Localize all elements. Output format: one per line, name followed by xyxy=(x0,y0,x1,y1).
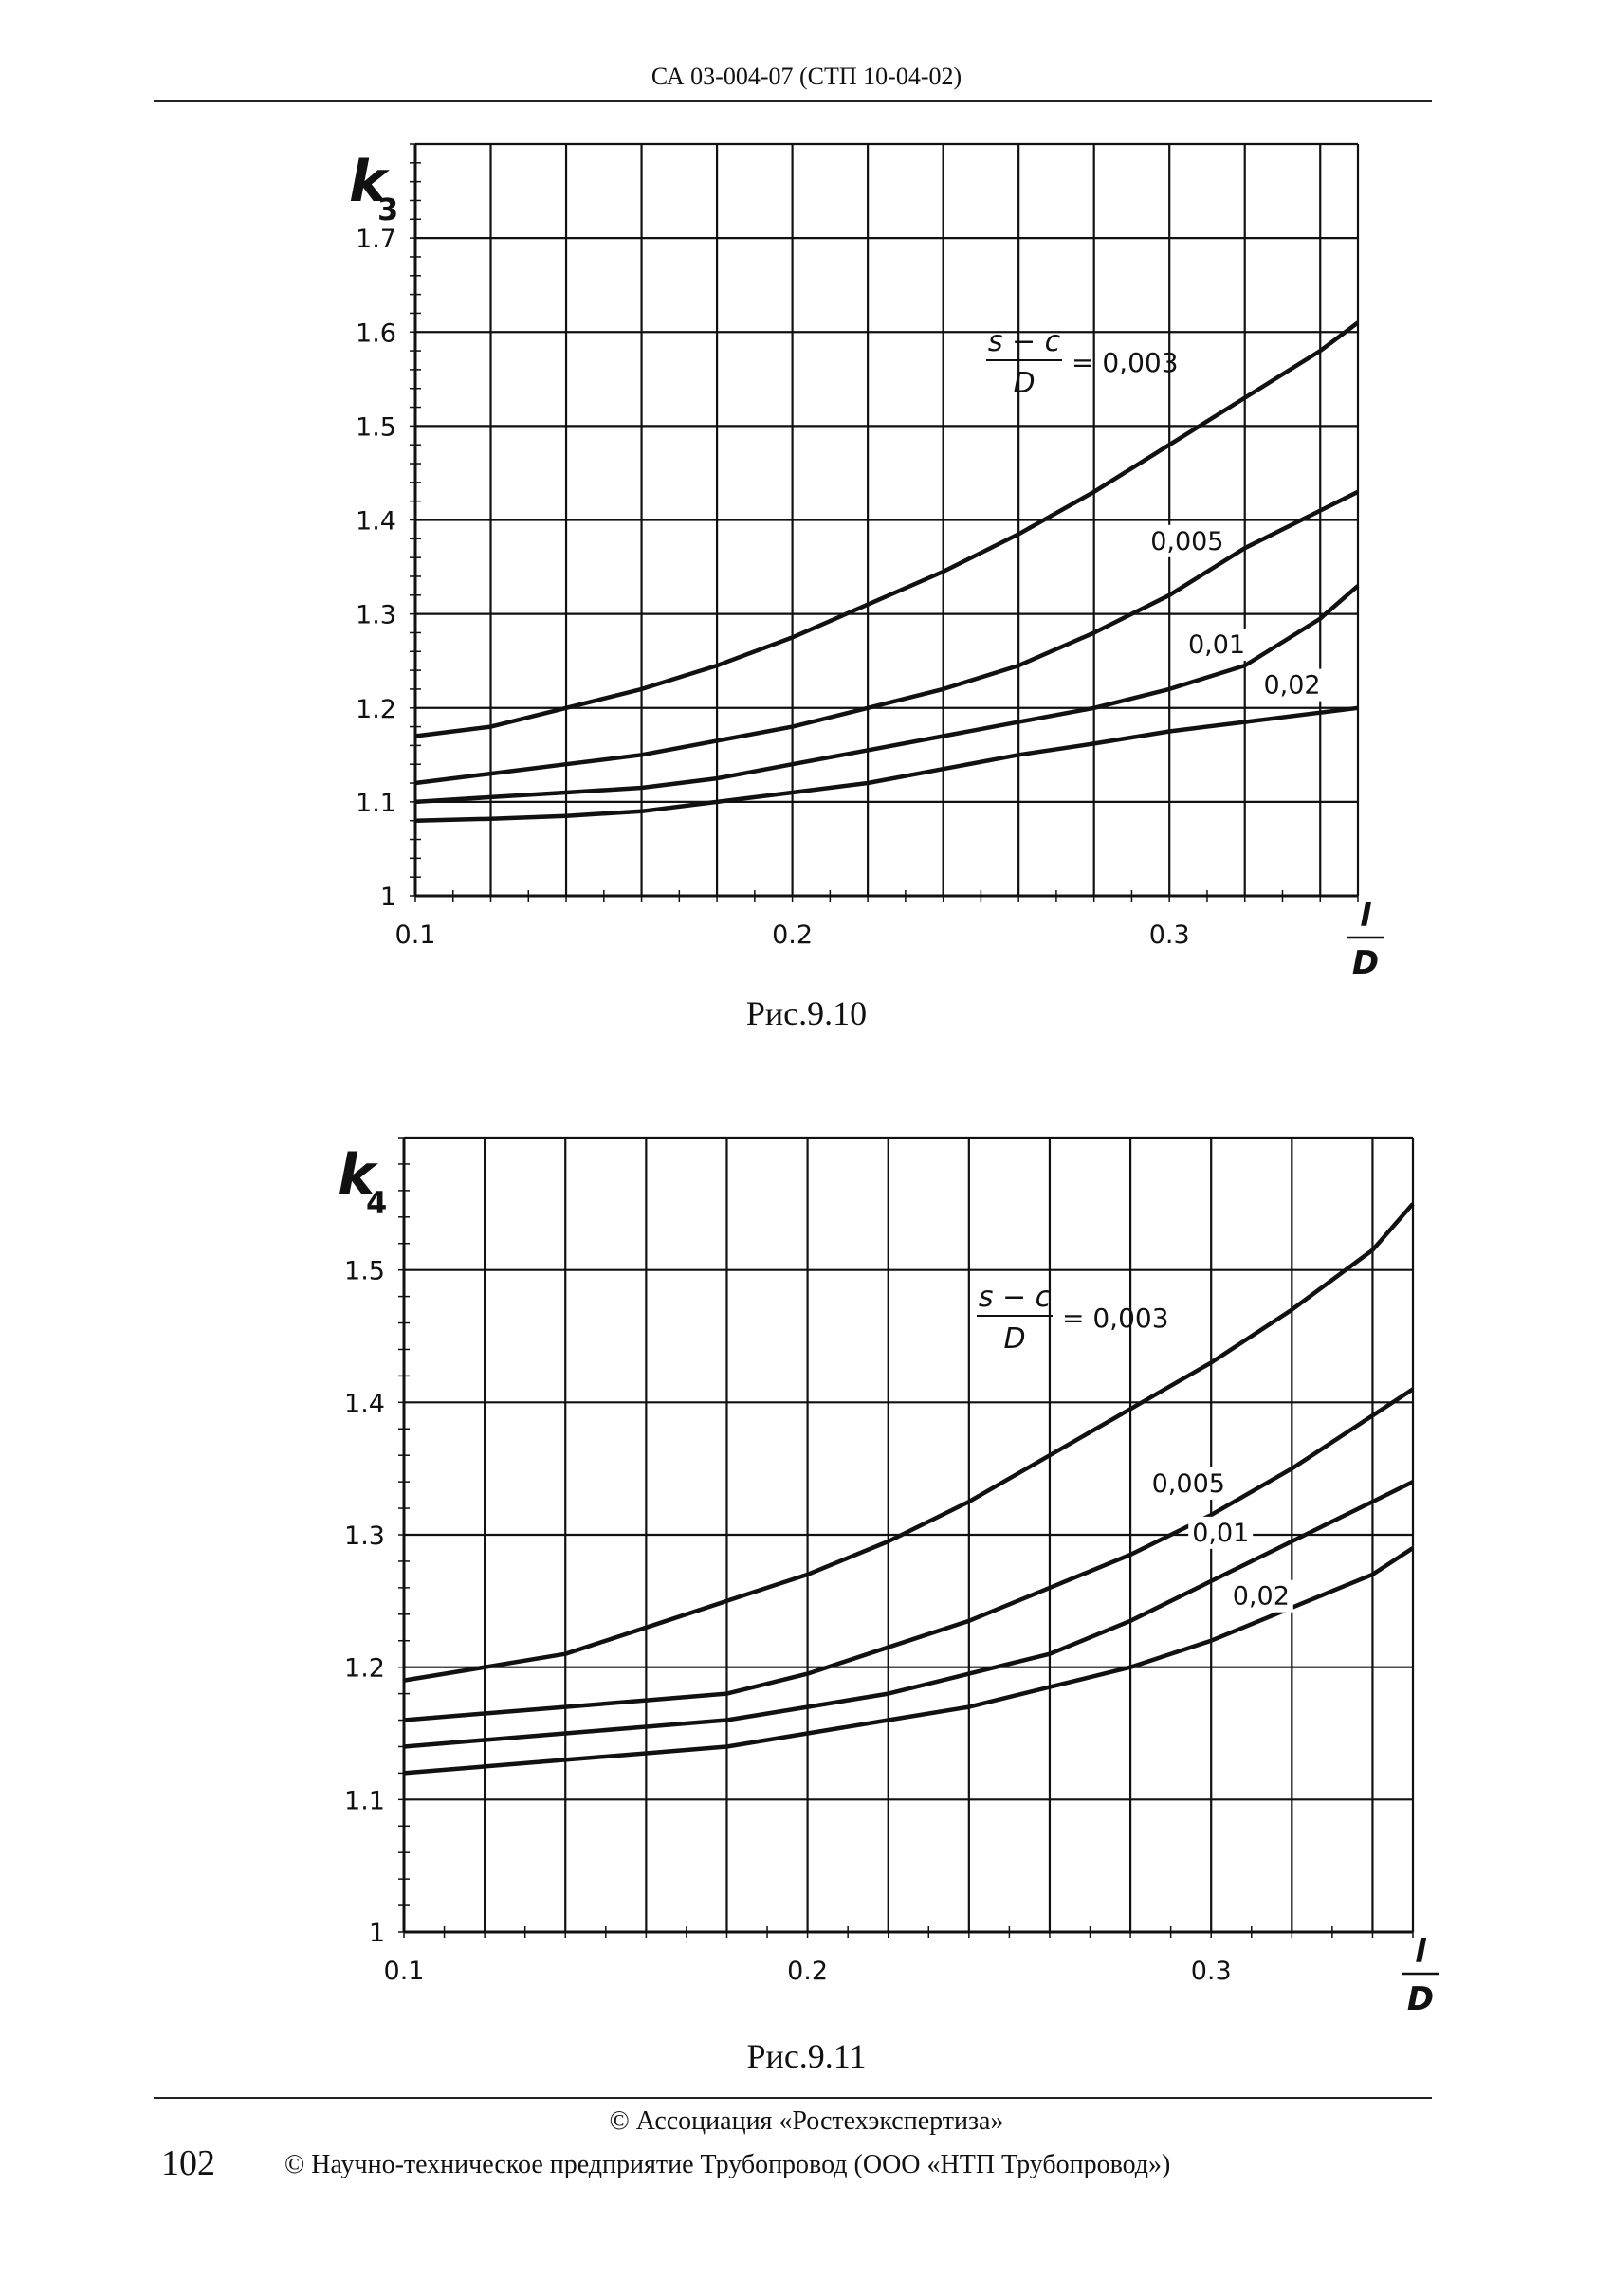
series-label-0-01: 0,01 xyxy=(1188,630,1245,660)
series-label-bg xyxy=(1146,524,1212,557)
x-axis-label-numerator: l xyxy=(1360,897,1372,935)
series-label-bg xyxy=(1228,1579,1293,1613)
series-label-0-02: 0,02 xyxy=(1263,671,1320,701)
series-label-0-003: = 0,003 xyxy=(1062,1303,1169,1334)
footer-rule xyxy=(154,2097,1432,2099)
param-numerator: s − c xyxy=(979,1281,1052,1314)
series-label-0-01: 0,01 xyxy=(1192,1519,1249,1548)
chart-caption-9-10: Рис.9.10 xyxy=(745,994,868,1032)
x-tick-label: 0.3 xyxy=(1191,1957,1232,1986)
x-tick-label: 0.1 xyxy=(395,920,436,950)
y-axis-label: k xyxy=(338,1142,378,1209)
y-tick-label: 1 xyxy=(369,1919,385,1948)
series-line-0-005 xyxy=(414,489,1360,786)
y-axis-label-subscript: 3 xyxy=(377,191,398,228)
series-line-0-01 xyxy=(403,1480,1414,1749)
y-axis-label: k xyxy=(349,149,390,215)
x-tick-label: 0.3 xyxy=(1149,920,1190,950)
x-axis-label-numerator: l xyxy=(1415,1933,1427,1971)
y-tick-label: 1.1 xyxy=(344,1786,385,1815)
footer-association: © Ассоциация «Ростехэкспертиза» xyxy=(609,2106,1004,2136)
y-axis-label-subscript: 4 xyxy=(366,1185,387,1221)
series-label-0-005: 0,005 xyxy=(1152,1469,1225,1499)
y-tick-label: 1.3 xyxy=(344,1522,385,1551)
series-label-bg xyxy=(1147,1467,1213,1500)
x-axis-label-denominator: D xyxy=(1352,944,1379,982)
y-tick-label: 1.5 xyxy=(344,1257,385,1286)
y-tick-label: 1.4 xyxy=(356,507,396,537)
series-line-0-005 xyxy=(403,1387,1415,1722)
chart-caption-9-11: Рис.9.11 xyxy=(746,2037,867,2075)
series-label-bg xyxy=(1183,628,1249,661)
y-tick-label: 1.6 xyxy=(356,319,396,348)
y-tick-label: 1.7 xyxy=(356,225,396,254)
footer-company: © Научно-техническое предприятие Трубопр… xyxy=(284,2150,1171,2179)
header-rule xyxy=(154,100,1432,102)
y-tick-label: 1.2 xyxy=(344,1654,385,1684)
page-number: 102 xyxy=(161,2143,215,2183)
x-axis-label-denominator: D xyxy=(1407,1980,1434,2018)
y-tick-label: 1.3 xyxy=(356,601,396,630)
x-tick-label: 0.2 xyxy=(787,1957,828,1986)
series-line-0-003 xyxy=(414,320,1360,738)
series-label-0-005: 0,005 xyxy=(1150,527,1223,556)
series-label-bg xyxy=(1188,1516,1254,1549)
y-tick-label: 1.4 xyxy=(344,1389,385,1418)
series-line-0-02 xyxy=(414,705,1359,823)
y-tick-label: 1 xyxy=(380,883,396,912)
x-tick-label: 0.2 xyxy=(772,920,813,950)
param-denominator: D xyxy=(1013,367,1035,400)
param-numerator: s − c xyxy=(988,325,1061,358)
series-line-0-02 xyxy=(403,1546,1415,1776)
series-line-0-003 xyxy=(403,1202,1415,1683)
series-label-bg xyxy=(1259,668,1325,702)
series-label-0-02: 0,02 xyxy=(1233,1582,1290,1612)
series-line-0-01 xyxy=(414,584,1360,805)
y-tick-label: 1.1 xyxy=(356,789,396,818)
y-tick-label: 1.2 xyxy=(356,695,396,724)
document-header: СА 03-004-07 (СТП 10-04-02) xyxy=(651,63,962,90)
series-label-0-003: = 0,003 xyxy=(1072,347,1179,378)
param-denominator: D xyxy=(1003,1322,1025,1356)
x-tick-label: 0.1 xyxy=(384,1957,425,1986)
y-tick-label: 1.5 xyxy=(356,412,396,442)
